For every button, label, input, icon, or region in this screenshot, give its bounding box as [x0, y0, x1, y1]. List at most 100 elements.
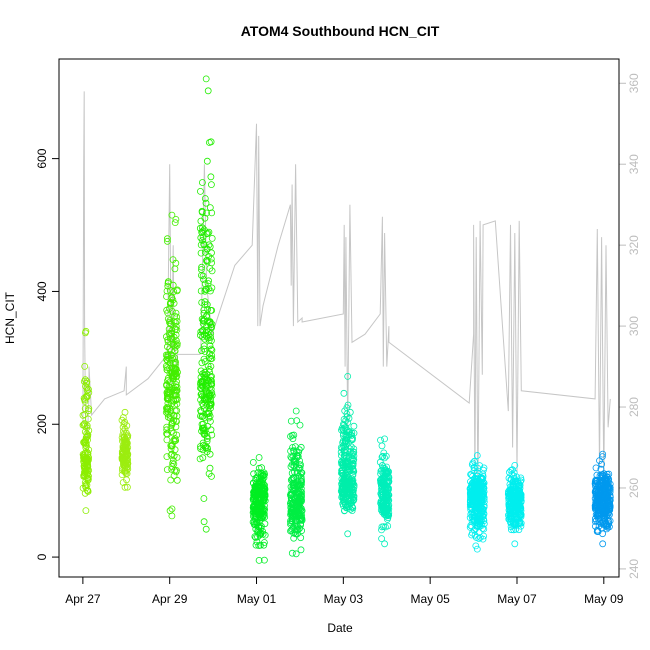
- y2-tick-label: 360: [627, 73, 641, 93]
- x-tick-label: Apr 27: [65, 592, 101, 606]
- scatter-point: [85, 407, 92, 415]
- scatter-point: [199, 224, 206, 232]
- scatter-point: [290, 487, 298, 494]
- scatter-point: [197, 407, 205, 414]
- scatter-point: [119, 423, 127, 431]
- scatter-point: [385, 509, 393, 517]
- scatter-point: [596, 506, 603, 513]
- scatter-point: [202, 257, 210, 265]
- scatter-point: [203, 256, 211, 264]
- scatter-point: [259, 506, 267, 514]
- scatter-point: [342, 442, 349, 450]
- scatter-point: [84, 488, 92, 495]
- scatter-point: [122, 435, 129, 443]
- scatter-point: [81, 376, 89, 384]
- scatter-point: [202, 381, 210, 389]
- scatter-point: [198, 228, 206, 236]
- right-axis-line-series: [82, 91, 611, 497]
- scatter-point: [83, 424, 91, 432]
- scatter-point: [202, 390, 210, 398]
- scatter-point: [203, 230, 211, 238]
- scatter-point: [261, 491, 269, 499]
- scatter-point: [468, 488, 476, 496]
- scatter-point: [602, 475, 609, 483]
- scatter-point: [168, 419, 176, 427]
- scatter-point: [207, 181, 215, 189]
- scatter-point: [85, 446, 93, 454]
- x-tick-label: May 01: [237, 592, 277, 606]
- scatter-point: [517, 474, 525, 482]
- scatter-point: [480, 464, 488, 472]
- scatter-point: [206, 391, 214, 398]
- scatter-point: [290, 474, 298, 482]
- scatter-point: [349, 497, 357, 504]
- scatter-point: [345, 497, 352, 505]
- scatter-point: [515, 496, 523, 504]
- scatter-point: [347, 461, 355, 469]
- scatter-point: [255, 454, 263, 461]
- scatter-point: [292, 550, 300, 558]
- scatter-point: [258, 509, 266, 517]
- scatter-point: [476, 462, 484, 470]
- scatter-point: [198, 359, 206, 367]
- scatter-point: [340, 463, 348, 471]
- scatter-point: [121, 483, 129, 491]
- scatter-point: [206, 243, 214, 251]
- scatter-point: [472, 542, 480, 550]
- scatter-point: [507, 510, 515, 518]
- scatter-point: [378, 526, 385, 534]
- scatter-point: [207, 337, 215, 345]
- scatter-point: [168, 463, 176, 470]
- scatter-point: [208, 284, 216, 292]
- scatter-point: [289, 435, 297, 443]
- scatter-point: [348, 429, 356, 437]
- scatter-point: [163, 356, 171, 363]
- scatter-point: [170, 288, 178, 296]
- scatter-point: [168, 505, 176, 513]
- scatter-point: [82, 439, 89, 447]
- scatter-point: [296, 421, 304, 429]
- scatter-point: [164, 377, 172, 385]
- y2-tick-label: 280: [627, 397, 641, 417]
- scatter-point: [344, 372, 352, 380]
- scatter-point: [171, 364, 179, 372]
- scatter-point: [343, 485, 351, 493]
- scatter-point: [340, 454, 348, 462]
- scatter-point: [600, 488, 608, 496]
- scatter-point: [477, 502, 485, 509]
- scatter-point: [601, 491, 609, 499]
- scatter-point: [257, 530, 265, 538]
- scatter-point: [123, 466, 131, 474]
- scatter-point: [294, 452, 302, 460]
- scatter-point: [163, 235, 171, 243]
- scatter-point: [85, 466, 93, 474]
- scatter-point: [201, 195, 209, 202]
- scatter-point: [199, 333, 206, 341]
- scatter-group: [591, 450, 614, 548]
- y-axis-label: HCN_CIT: [3, 291, 17, 344]
- scatter-point: [377, 497, 385, 505]
- scatter-point: [382, 479, 390, 486]
- scatter-point: [172, 319, 180, 326]
- scatter-point: [170, 436, 178, 444]
- scatter-point: [200, 495, 208, 502]
- scatter-point: [252, 534, 260, 541]
- scatter-point: [173, 400, 181, 408]
- scatter-point: [199, 425, 207, 432]
- scatter-group: [196, 75, 216, 533]
- scatter-point: [201, 298, 209, 306]
- scatter-point: [172, 309, 180, 317]
- y-tick-label: 600: [35, 148, 49, 168]
- scatter-point: [289, 444, 296, 451]
- y2-tick-label: 340: [627, 154, 641, 174]
- scatter-point: [288, 549, 296, 557]
- scatter-point: [205, 139, 213, 146]
- x-tick-label: May 03: [324, 592, 364, 606]
- scatter-point: [599, 450, 607, 458]
- scatter-point: [598, 460, 605, 468]
- scatter-point: [198, 299, 206, 306]
- scatter-point: [606, 502, 614, 510]
- scatter-point: [474, 517, 481, 525]
- scatter-point: [477, 485, 485, 493]
- scatter-group: [162, 211, 181, 520]
